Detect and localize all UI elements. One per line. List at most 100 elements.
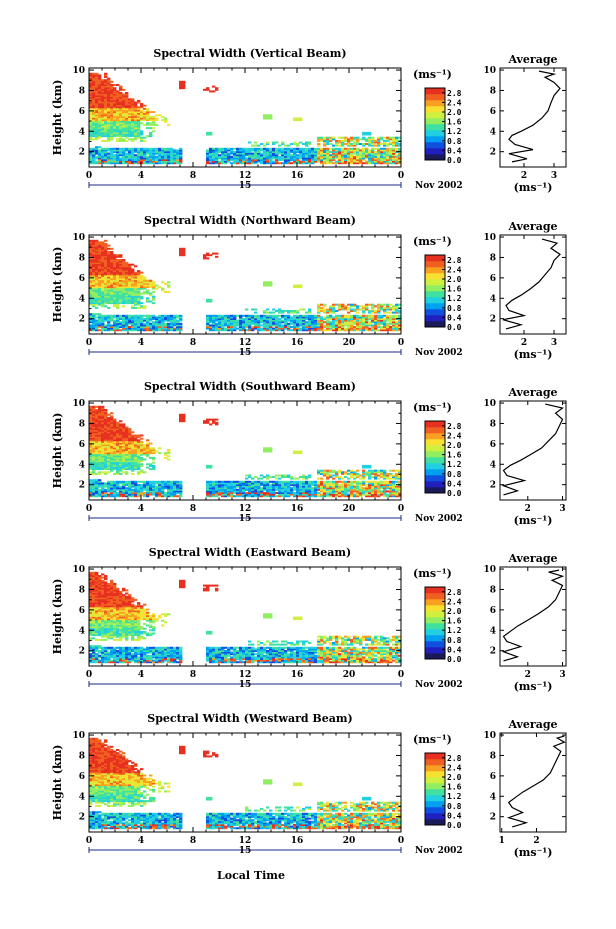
heatmap-cell — [113, 112, 117, 115]
heatmap-cell — [221, 162, 225, 165]
heatmap-cell — [92, 461, 96, 464]
heatmap-cell — [266, 476, 270, 478]
heatmap-cell — [113, 458, 117, 461]
heatmap-cell — [131, 273, 135, 276]
heatmap-cell — [284, 155, 288, 158]
heatmap-cell — [347, 314, 351, 317]
heatmap-cell — [392, 308, 396, 311]
heatmap-cell — [125, 125, 129, 128]
heatmap-cell — [146, 318, 150, 320]
heatmap-cell — [104, 452, 108, 455]
heatmap-cell — [275, 322, 279, 325]
colorbar-swatch — [425, 303, 445, 310]
heatmap-cell — [275, 157, 279, 160]
heatmap-cell — [113, 287, 117, 290]
heatmap-cell — [299, 324, 303, 327]
heatmap-cell — [260, 157, 264, 160]
heatmap-cell — [101, 112, 105, 115]
heatmap-cell — [89, 321, 93, 324]
heatmap-cell — [92, 327, 96, 330]
heatmap-cell — [98, 493, 102, 496]
heatmap-cell — [128, 448, 132, 451]
colorbar-tick-label: 2.4 — [447, 98, 462, 107]
heatmap-cell — [206, 133, 210, 136]
heatmap-cell — [104, 160, 108, 163]
heatmap-cell — [230, 147, 234, 150]
heatmap-cell — [116, 128, 120, 131]
heatmap-cell — [95, 104, 99, 107]
heatmap-cell — [149, 162, 153, 165]
heatmap-cell — [149, 159, 153, 161]
heatmap-cell — [95, 286, 99, 289]
heatmap-cell — [152, 452, 156, 455]
heatmap-cell — [377, 157, 381, 160]
heatmap-cell — [206, 151, 210, 153]
heatmap-cell — [266, 488, 270, 491]
heatmap-cell — [89, 303, 93, 306]
heatmap-cell — [89, 271, 93, 274]
heatmap-cell — [332, 155, 336, 158]
heatmap-cell — [242, 151, 246, 153]
heatmap-cell — [170, 319, 174, 322]
heatmap-cell — [167, 314, 171, 317]
heatmap-cell — [107, 455, 111, 458]
heatmap-cell — [116, 458, 120, 461]
heatmap-cell — [107, 111, 111, 114]
heatmap-cell — [137, 439, 141, 442]
heatmap-cell — [287, 319, 291, 322]
heatmap-cell — [266, 448, 270, 451]
heatmap-cell — [110, 107, 114, 110]
heatmap-cell — [146, 439, 150, 442]
heatmap-cell — [98, 246, 102, 249]
heatmap-cell — [377, 141, 381, 144]
heatmap-cell — [359, 319, 363, 322]
heatmap-cell — [254, 480, 258, 483]
heatmap-cell — [119, 466, 123, 469]
heatmap-cell — [122, 101, 126, 104]
colorbar-swatch — [425, 267, 445, 274]
heatmap-cell — [161, 289, 165, 292]
heatmap-cell — [347, 139, 351, 142]
heatmap-cell — [347, 154, 351, 157]
heatmap-cell — [290, 322, 294, 325]
heatmap-cell — [107, 326, 111, 328]
heatmap-cell — [89, 263, 93, 266]
heatmap-cell — [104, 319, 108, 322]
heatmap-cell — [128, 114, 132, 117]
heatmap-cell — [107, 99, 111, 102]
heatmap-cell — [377, 310, 381, 312]
heatmap-cell — [329, 162, 333, 165]
heatmap-cell — [95, 464, 99, 467]
heatmap-cell — [128, 480, 132, 483]
heatmap-cell — [233, 318, 237, 320]
heatmap-cell — [269, 329, 273, 332]
heatmap-cell — [302, 151, 306, 153]
heatmap-cell — [338, 149, 342, 152]
heatmap-cell — [275, 326, 279, 328]
heatmap-cell — [131, 488, 135, 491]
heatmap-cell — [95, 281, 99, 284]
heatmap-cell — [122, 455, 126, 458]
heatmap-cell — [95, 290, 99, 293]
heatmap-cell — [110, 119, 114, 122]
heatmap-cell — [125, 492, 129, 494]
heatmap-cell — [236, 159, 240, 161]
heatmap-cell — [95, 426, 99, 429]
heatmap-cell — [143, 492, 147, 494]
heatmap-cell — [104, 278, 108, 281]
heatmap-cell — [92, 84, 96, 86]
heatmap-cell — [137, 450, 141, 453]
heatmap-cell — [89, 279, 93, 282]
heatmap-cell — [98, 74, 102, 77]
heatmap-cell — [98, 495, 102, 498]
heatmap-cell — [98, 149, 102, 152]
heatmap-cell — [218, 154, 222, 157]
heatmap-cell — [104, 447, 108, 450]
heatmap-cell — [101, 289, 105, 292]
heatmap-cell — [140, 458, 144, 461]
heatmap-cell — [131, 450, 135, 453]
heatmap-cell — [92, 420, 96, 423]
heatmap-cell — [278, 151, 282, 153]
heatmap-cell — [143, 324, 147, 327]
heatmap-cell — [257, 155, 261, 158]
